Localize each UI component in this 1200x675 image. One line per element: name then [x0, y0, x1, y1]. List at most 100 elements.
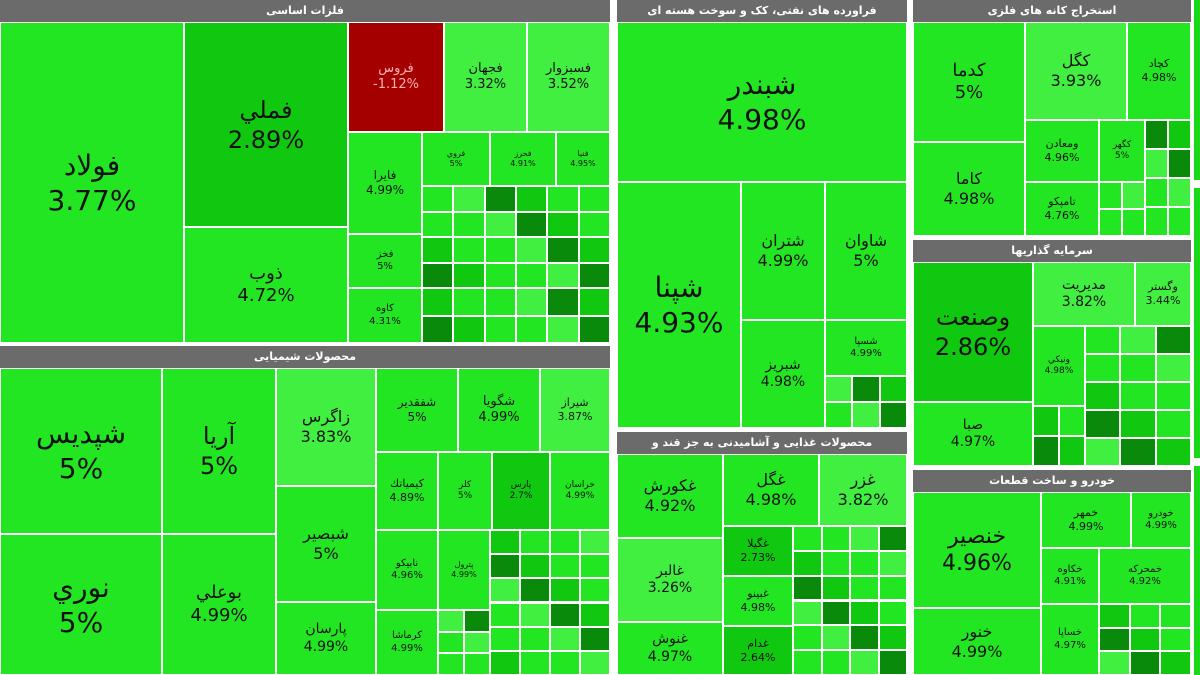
small-stock-tile[interactable]	[516, 211, 548, 237]
small-stock-tile[interactable]	[821, 526, 850, 551]
small-stock-tile[interactable]	[878, 650, 907, 675]
small-stock-tile[interactable]	[550, 650, 580, 675]
stock-tile[interactable]: كچاد 4.98%	[1127, 22, 1191, 120]
stock-tile[interactable]: خساپا 4.97%	[1041, 604, 1099, 675]
stock-tile[interactable]: شسپا 4.99%	[825, 320, 907, 376]
stock-tile[interactable]: نوري 5%	[0, 534, 162, 675]
small-stock-tile[interactable]	[1155, 382, 1191, 410]
small-stock-tile[interactable]	[850, 600, 879, 626]
small-stock-tile[interactable]	[1059, 406, 1085, 436]
stock-tile[interactable]: فايرا 4.99%	[348, 132, 422, 234]
small-stock-tile[interactable]	[422, 262, 454, 288]
stock-tile[interactable]: پترول 4.99%	[438, 530, 490, 610]
stock-tile[interactable]: ذوب 4.72%	[184, 227, 348, 343]
small-stock-tile[interactable]	[1145, 149, 1168, 178]
stock-tile[interactable]: غكورش 4.92%	[617, 454, 723, 538]
small-stock-tile[interactable]	[1155, 326, 1191, 354]
small-stock-tile[interactable]	[490, 554, 520, 579]
small-stock-tile[interactable]	[1099, 627, 1130, 652]
stock-tile[interactable]: فسبزوار 3.52%	[527, 22, 610, 132]
small-stock-tile[interactable]	[821, 650, 850, 675]
small-stock-tile[interactable]	[1129, 627, 1161, 652]
small-stock-tile[interactable]	[453, 237, 485, 263]
small-stock-tile[interactable]	[490, 650, 520, 675]
small-stock-tile[interactable]	[520, 626, 550, 651]
stock-tile[interactable]: كاوه 4.31%	[348, 288, 422, 343]
small-stock-tile[interactable]	[1168, 178, 1191, 207]
stock-tile[interactable]: كيمياتك 4.89%	[376, 452, 438, 530]
stock-tile[interactable]: خمحركه 4.92%	[1099, 548, 1191, 604]
small-stock-tile[interactable]	[1168, 120, 1191, 149]
small-stock-tile[interactable]	[1099, 209, 1122, 236]
small-stock-tile[interactable]	[793, 575, 822, 601]
stock-tile[interactable]: خكاوه 4.91%	[1041, 548, 1099, 604]
small-stock-tile[interactable]	[850, 625, 879, 651]
small-stock-tile[interactable]	[464, 610, 490, 632]
stock-tile[interactable]: پارس 2.7%	[492, 452, 550, 530]
small-stock-tile[interactable]	[422, 186, 454, 212]
small-stock-tile[interactable]	[547, 211, 579, 237]
small-stock-tile[interactable]	[852, 402, 880, 428]
stock-tile[interactable]: خنور 4.99%	[913, 608, 1041, 675]
stock-tile[interactable]: مديريت 3.82%	[1033, 262, 1135, 326]
stock-tile[interactable]: غدام 2.64%	[723, 626, 793, 675]
small-stock-tile[interactable]	[1168, 149, 1191, 178]
small-stock-tile[interactable]	[793, 650, 822, 675]
stock-tile[interactable]: خنصير 4.96%	[913, 492, 1041, 608]
small-stock-tile[interactable]	[878, 526, 907, 551]
small-stock-tile[interactable]	[438, 610, 464, 632]
small-stock-tile[interactable]	[1120, 410, 1156, 438]
small-stock-tile[interactable]	[1160, 604, 1191, 628]
small-stock-tile[interactable]	[821, 625, 850, 651]
small-stock-tile[interactable]	[490, 602, 520, 627]
small-stock-tile[interactable]	[850, 650, 879, 675]
small-stock-tile[interactable]	[550, 578, 580, 603]
small-stock-tile[interactable]	[547, 262, 579, 288]
small-stock-tile[interactable]	[516, 288, 548, 316]
stock-tile[interactable]: شپديس 5%	[0, 368, 162, 534]
small-stock-tile[interactable]	[438, 653, 464, 675]
small-stock-tile[interactable]	[850, 526, 879, 551]
small-stock-tile[interactable]	[578, 211, 610, 237]
small-stock-tile[interactable]	[580, 530, 610, 555]
stock-tile[interactable]: كگل 3.93%	[1025, 22, 1127, 120]
stock-tile[interactable]: كرماشا 4.99%	[376, 610, 438, 675]
small-stock-tile[interactable]	[821, 575, 850, 601]
small-stock-tile[interactable]	[453, 262, 485, 288]
stock-tile[interactable]: خراسان 4.99%	[550, 452, 610, 530]
small-stock-tile[interactable]	[821, 550, 850, 576]
small-stock-tile[interactable]	[1085, 438, 1121, 466]
small-stock-tile[interactable]	[1160, 651, 1191, 675]
small-stock-tile[interactable]	[580, 650, 610, 675]
stock-tile[interactable]: شگويا 4.99%	[458, 368, 540, 452]
small-stock-tile[interactable]	[1145, 178, 1168, 207]
small-stock-tile[interactable]	[547, 186, 579, 212]
small-stock-tile[interactable]	[580, 554, 610, 579]
small-stock-tile[interactable]	[1145, 207, 1168, 236]
small-stock-tile[interactable]	[850, 550, 879, 576]
stock-tile[interactable]: خودرو 4.99%	[1131, 492, 1191, 548]
stock-tile[interactable]: غالبر 3.26%	[617, 538, 723, 622]
small-stock-tile[interactable]	[520, 554, 550, 579]
small-stock-tile[interactable]	[825, 376, 853, 402]
small-stock-tile[interactable]	[422, 315, 454, 343]
small-stock-tile[interactable]	[878, 575, 907, 601]
stock-tile[interactable]: فحرز 4.91%	[490, 132, 556, 186]
small-stock-tile[interactable]	[1120, 326, 1156, 354]
small-stock-tile[interactable]	[484, 315, 516, 343]
small-stock-tile[interactable]	[464, 653, 490, 675]
stock-tile[interactable]: وصنعت 2.86%	[913, 262, 1033, 402]
stock-tile[interactable]: فخز 5%	[348, 234, 422, 288]
stock-tile[interactable]: وگستر 3.44%	[1135, 262, 1191, 326]
small-stock-tile[interactable]	[1085, 410, 1121, 438]
small-stock-tile[interactable]	[793, 550, 822, 576]
small-stock-tile[interactable]	[516, 237, 548, 263]
small-stock-tile[interactable]	[547, 315, 579, 343]
small-stock-tile[interactable]	[1155, 354, 1191, 382]
small-stock-tile[interactable]	[1085, 382, 1121, 410]
stock-tile[interactable]: شاوان 5%	[825, 182, 907, 320]
small-stock-tile[interactable]	[878, 625, 907, 651]
small-stock-tile[interactable]	[1122, 182, 1145, 209]
small-stock-tile[interactable]	[1120, 354, 1156, 382]
stock-tile[interactable]: شيراز 3.87%	[540, 368, 610, 452]
